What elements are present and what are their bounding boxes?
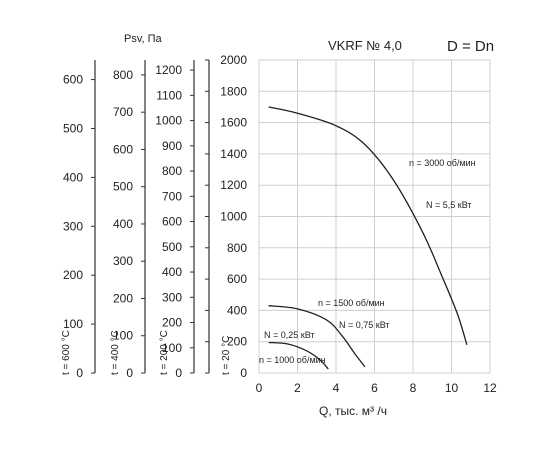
- y-tick-label: 200: [227, 335, 247, 349]
- secondary-tick-label: 0: [76, 366, 83, 380]
- secondary-tick-label: 500: [162, 240, 182, 254]
- secondary-tick-label: 200: [162, 316, 182, 330]
- secondary-tick-label: 100: [113, 329, 133, 343]
- secondary-tick-label: 300: [63, 219, 83, 233]
- y-tick-label: 1000: [220, 210, 247, 224]
- secondary-tick-label: 1200: [155, 63, 182, 77]
- x-tick-label: 6: [371, 381, 378, 395]
- temperature-label: t = 600 °C: [61, 330, 72, 375]
- series-line-3: [268, 341, 329, 370]
- secondary-tick-label: 700: [113, 105, 133, 119]
- secondary-tick-label: 1100: [156, 88, 182, 102]
- series-power-label: N = 5,5 кВт: [426, 200, 472, 210]
- secondary-tick-label: 600: [113, 142, 133, 156]
- secondary-tick-label: 500: [63, 121, 83, 135]
- secondary-tick-label: 900: [162, 139, 182, 153]
- chart-grid: [258, 59, 491, 374]
- secondary-tick-label: 100: [162, 341, 182, 355]
- x-tick-label: 10: [445, 381, 459, 395]
- secondary-tick-label: 0: [126, 366, 133, 380]
- curve-annotations: n = 3000 об/мин N = 5,5 кВт n = 1500 об/ми…: [259, 158, 476, 365]
- chart-title-right: D = Dn: [447, 38, 494, 55]
- x-tick-label: 4: [333, 381, 340, 395]
- y-tick-label: 800: [227, 241, 247, 255]
- secondary-tick-label: 800: [113, 68, 133, 82]
- chart-title: VKRF № 4,0: [328, 38, 402, 53]
- y-tick-label: 600: [227, 272, 247, 286]
- x-tick-label: 8: [410, 381, 417, 395]
- x-tick-label: 0: [256, 381, 263, 395]
- secondary-tick-label: 100: [63, 317, 83, 331]
- secondary-tick-label: 500: [113, 180, 133, 194]
- secondary-tick-label: 300: [162, 290, 182, 304]
- series-speed-label: n = 1500 об/мин: [318, 298, 385, 308]
- secondary-tick-label: 300: [113, 254, 133, 268]
- y-tick-label: 400: [227, 303, 247, 317]
- series-power-label: N = 0,25 кВт: [264, 330, 315, 340]
- secondary-tick-label: 600: [162, 215, 182, 229]
- y-tick-label: 0: [240, 366, 247, 380]
- secondary-tick-label: 600: [63, 73, 83, 87]
- fan-curves: [268, 106, 468, 370]
- y-tick-label: 1800: [220, 84, 247, 98]
- secondary-tick-label: 400: [162, 265, 182, 279]
- x-tick-label: 12: [483, 381, 497, 395]
- secondary-tick-label: 200: [63, 268, 83, 282]
- temperature-label: t = 200 °C: [159, 330, 170, 375]
- series-speed-label: n = 1000 об/мин: [259, 355, 326, 365]
- series-line-1: [268, 106, 468, 346]
- series-power-label: N = 0,75 кВт: [339, 320, 390, 330]
- secondary-axes: 0 100 200 300 400 500 600 t = 600 °C 0 100 200 300 4…: [61, 60, 232, 380]
- temperature-label: t = 20 °C: [221, 336, 232, 375]
- main-axes: 0 200 400 600 800 1000 1200 1400 1600 1800 2000 0 2 4…: [205, 53, 497, 395]
- x-axis-label: Q, тыс. м³ /ч: [319, 404, 387, 418]
- secondary-tick-label: 800: [162, 164, 182, 178]
- temperature-label: t = 400 °C: [110, 330, 121, 375]
- y-tick-label: 1200: [220, 178, 247, 192]
- secondary-tick-label: 200: [113, 291, 133, 305]
- secondary-tick-label: 0: [175, 366, 182, 380]
- secondary-tick-label: 1000: [155, 114, 182, 128]
- x-tick-label: 2: [294, 381, 301, 395]
- y-tick-label: 1400: [220, 147, 247, 161]
- series-line-2: [268, 305, 366, 368]
- secondary-tick-label: 700: [162, 189, 182, 203]
- secondary-tick-label: 400: [63, 170, 83, 184]
- y-tick-label: 1600: [220, 116, 247, 130]
- series-speed-label: n = 3000 об/мин: [409, 158, 476, 168]
- y-axis-label: Psv, Па: [124, 33, 163, 45]
- secondary-tick-label: 400: [113, 217, 133, 231]
- y-tick-label: 2000: [220, 53, 247, 67]
